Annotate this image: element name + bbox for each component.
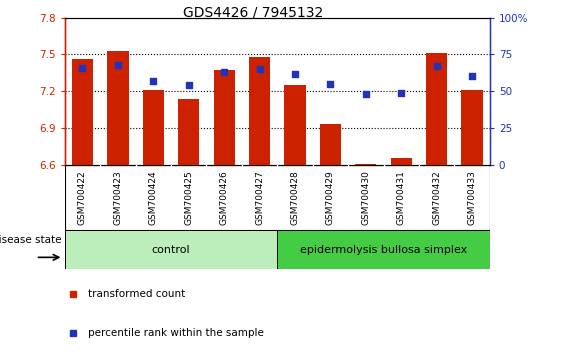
- Text: GSM700431: GSM700431: [397, 170, 406, 225]
- Text: GSM700426: GSM700426: [220, 170, 229, 225]
- Point: [255, 66, 264, 72]
- Bar: [178, 98, 199, 165]
- Bar: [355, 164, 377, 165]
- Point: [113, 62, 122, 68]
- Point: [432, 63, 441, 69]
- Text: GSM700423: GSM700423: [113, 170, 122, 225]
- Point: [149, 78, 158, 84]
- Point: [184, 82, 193, 88]
- Point: [78, 65, 87, 70]
- Text: epidermolysis bullosa simplex: epidermolysis bullosa simplex: [300, 245, 467, 255]
- Point: [468, 74, 477, 79]
- Text: percentile rank within the sample: percentile rank within the sample: [88, 328, 264, 338]
- Text: GSM700427: GSM700427: [255, 170, 264, 225]
- Text: GSM700430: GSM700430: [361, 170, 370, 225]
- Bar: [142, 90, 164, 165]
- Point: [291, 71, 300, 76]
- Text: GSM700433: GSM700433: [468, 170, 477, 225]
- Bar: [72, 59, 93, 165]
- Text: GSM700424: GSM700424: [149, 170, 158, 225]
- Text: transformed count: transformed count: [88, 289, 185, 299]
- Bar: [391, 159, 412, 165]
- Bar: [249, 57, 270, 165]
- Text: GSM700425: GSM700425: [184, 170, 193, 225]
- Bar: [65, 165, 490, 230]
- Point: [361, 91, 370, 97]
- Text: GSM700422: GSM700422: [78, 170, 87, 225]
- Text: GDS4426 / 7945132: GDS4426 / 7945132: [183, 5, 324, 19]
- Point: [397, 90, 406, 96]
- Bar: [462, 90, 482, 165]
- Bar: [107, 51, 128, 165]
- Bar: [213, 70, 235, 165]
- Bar: [320, 124, 341, 165]
- Bar: [426, 53, 447, 165]
- Text: control: control: [151, 245, 190, 255]
- Bar: [65, 230, 278, 269]
- Bar: [278, 230, 490, 269]
- Text: disease state: disease state: [0, 235, 62, 245]
- Point: [220, 69, 229, 75]
- Bar: [284, 85, 306, 165]
- Text: GSM700428: GSM700428: [291, 170, 300, 225]
- Point: [326, 81, 335, 87]
- Text: GSM700432: GSM700432: [432, 170, 441, 225]
- Text: GSM700429: GSM700429: [326, 170, 335, 225]
